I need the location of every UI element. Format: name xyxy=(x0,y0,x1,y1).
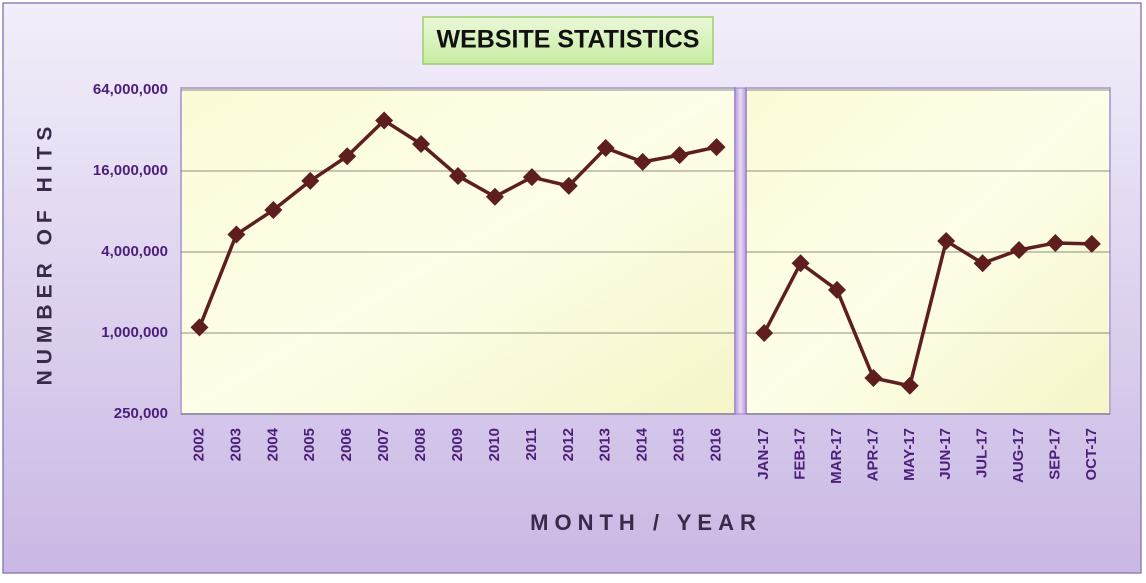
x-tick-label: 2007 xyxy=(375,428,392,461)
data-point xyxy=(412,134,431,153)
x-tick-label: JAN-17 xyxy=(755,428,772,480)
x-tick-label: 2012 xyxy=(560,428,577,461)
data-point xyxy=(900,376,919,395)
x-tick-label: 2009 xyxy=(449,428,466,461)
data-point xyxy=(449,166,467,185)
x-tick-label: MAR-17 xyxy=(828,428,845,484)
data-point xyxy=(791,254,810,273)
data-point xyxy=(707,138,726,157)
y-tick-label: 250,000 xyxy=(114,405,168,422)
x-tick-label: APR-17 xyxy=(864,428,881,481)
x-tick-label: OCT-17 xyxy=(1083,428,1100,481)
x-tick-label: 2011 xyxy=(523,428,540,461)
data-point xyxy=(522,168,541,187)
data-point xyxy=(559,176,578,195)
x-tick-label: FEB-17 xyxy=(792,428,809,480)
plot-area xyxy=(180,87,736,415)
y-axis-label: NUMBER OF HITS xyxy=(34,121,57,386)
y-tick-label: 1,000,000 xyxy=(101,324,168,341)
data-point xyxy=(973,254,992,273)
data-point xyxy=(190,318,209,337)
x-axis-label: MONTH / YEAR xyxy=(530,510,762,535)
x-tick-label: 2008 xyxy=(412,428,429,461)
x-tick-label: 2014 xyxy=(634,427,651,461)
x-tick-label: 2003 xyxy=(227,428,244,461)
x-tick-label: JUL-17 xyxy=(974,428,991,478)
data-point xyxy=(670,146,689,165)
data-point xyxy=(828,280,846,299)
x-tick-label: 2004 xyxy=(264,427,281,461)
data-point xyxy=(633,152,652,171)
x-tick-label: MAY-17 xyxy=(901,428,918,481)
data-point xyxy=(485,187,504,206)
chart-title: WEBSITE STATISTICS xyxy=(437,26,700,54)
data-point xyxy=(227,225,246,244)
data-point xyxy=(864,368,883,387)
y-tick-label: 4,000,000 xyxy=(101,243,168,260)
x-tick-label: SEP-17 xyxy=(1046,428,1063,480)
data-point xyxy=(596,139,615,158)
y-tick-label: 64,000,000 xyxy=(93,81,168,98)
data-point xyxy=(264,201,283,220)
data-point xyxy=(937,231,956,250)
x-tick-label: 2010 xyxy=(486,428,503,461)
y-tick-label: 16,000,000 xyxy=(93,162,168,179)
data-point xyxy=(338,147,357,166)
x-tick-label: 2016 xyxy=(708,428,725,461)
x-tick-label: 2002 xyxy=(190,428,207,461)
data-point xyxy=(755,324,774,342)
panel-separator xyxy=(734,87,747,415)
data-point xyxy=(1082,234,1101,253)
x-tick-label: 2013 xyxy=(597,428,614,461)
title-box xyxy=(422,16,714,65)
plot-area xyxy=(745,87,1111,415)
data-point xyxy=(1010,240,1028,259)
data-point xyxy=(375,111,394,130)
x-tick-label: AUG-17 xyxy=(1010,428,1027,483)
data-point xyxy=(1046,233,1065,252)
x-tick-label: 2015 xyxy=(671,428,688,461)
data-point xyxy=(301,171,320,190)
x-tick-label: 2006 xyxy=(338,428,355,461)
x-tick-label: 2005 xyxy=(301,428,318,461)
x-tick-label: JUN-17 xyxy=(937,428,954,480)
data-line xyxy=(762,239,1092,388)
